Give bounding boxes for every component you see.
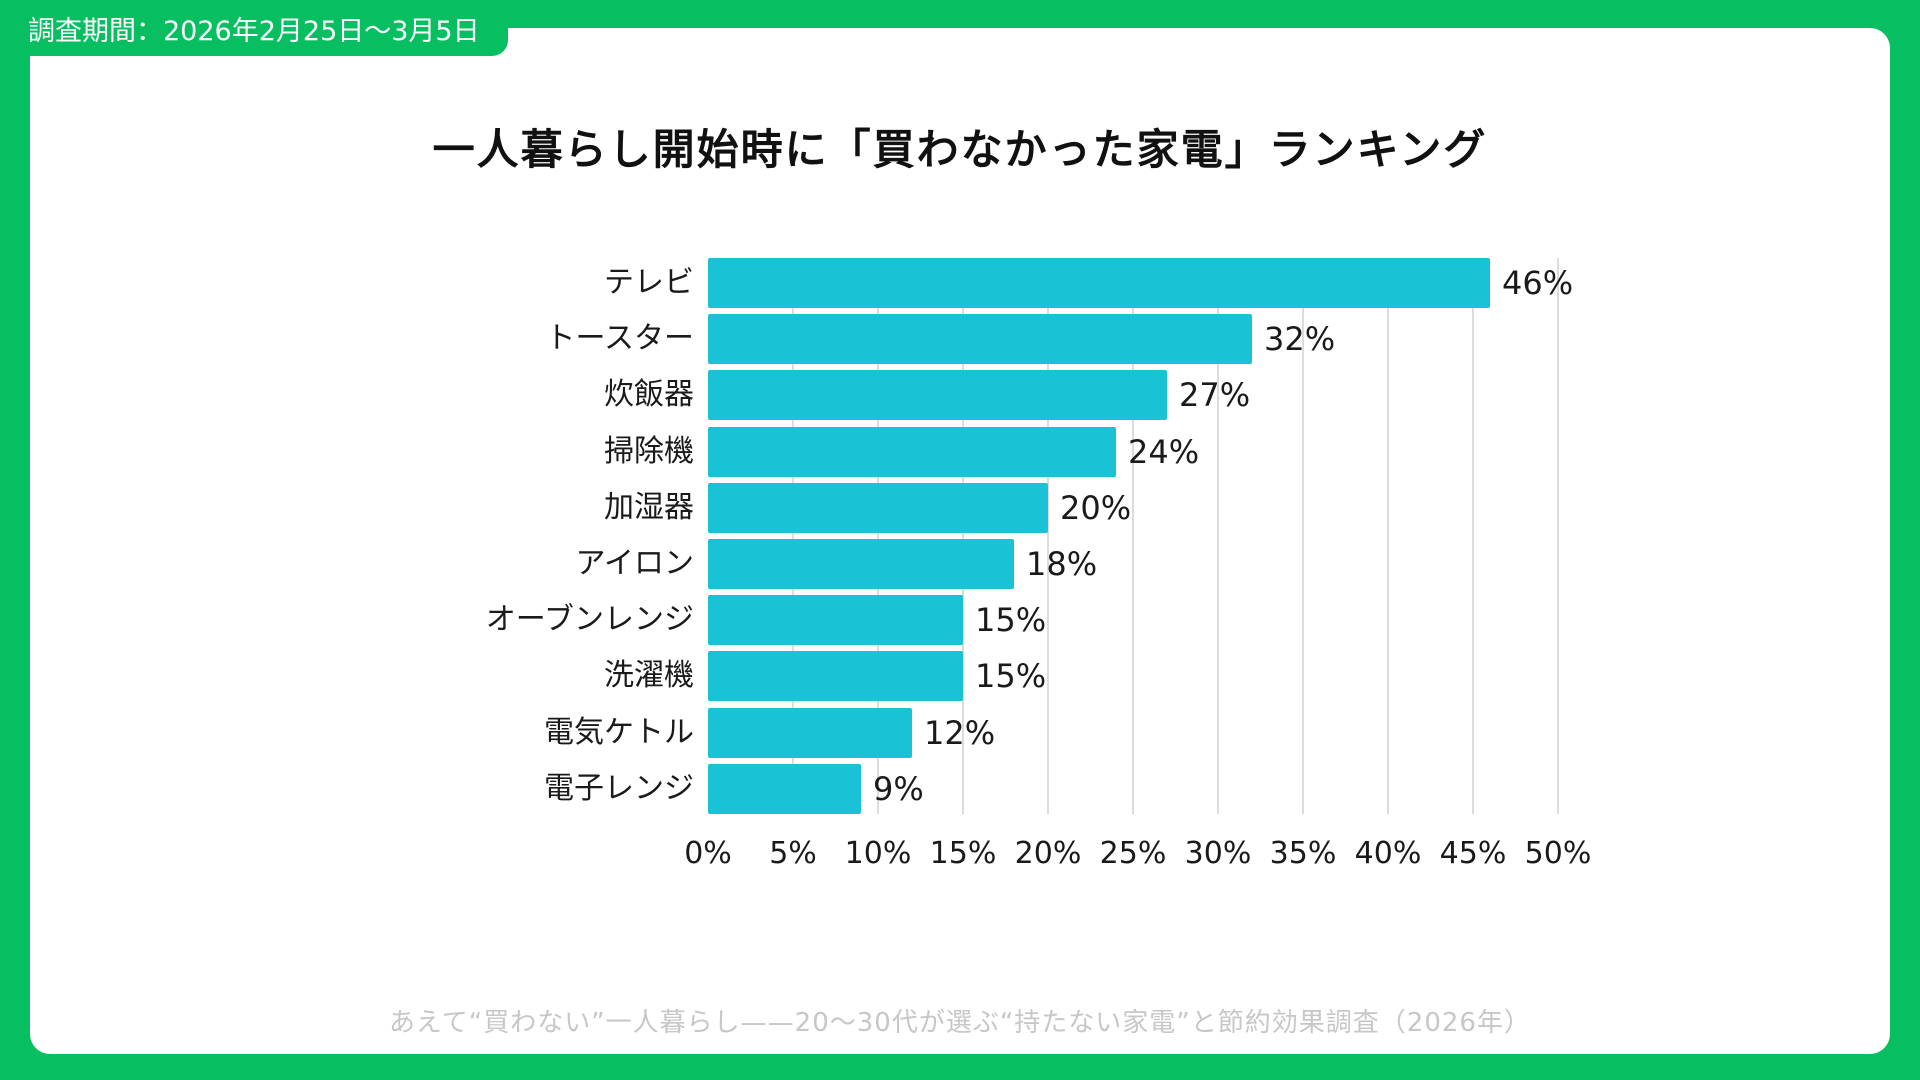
gridline [1217, 258, 1219, 814]
bar [708, 482, 1048, 533]
bar [708, 763, 861, 814]
gridline [1557, 258, 1559, 814]
x-tick-label: 40% [1354, 836, 1422, 871]
x-tick-label: 0% [684, 836, 732, 871]
gridline [877, 258, 879, 814]
bar [708, 707, 912, 758]
bar [708, 258, 1490, 308]
gridline [1047, 258, 1049, 814]
chart-row: 掃除機 24% [30, 426, 1558, 477]
x-tick-label: 50% [1524, 836, 1592, 871]
bar-track: 32% [708, 314, 1558, 365]
bar-track: 24% [708, 426, 1558, 477]
value-label: 15% [975, 601, 1047, 640]
gridlines [708, 258, 1559, 814]
bar [708, 651, 963, 702]
survey-period-badge: 調査期間：2026年2月25日〜3月5日 [0, 0, 508, 56]
source-caption: あえて“買わない”一人暮らし——20〜30代が選ぶ“持たない家電”と節約効果調査… [389, 1008, 1531, 1038]
value-label: 18% [1026, 544, 1098, 583]
category-label: オーブンレンジ [485, 602, 694, 638]
category-label: 掃除機 [604, 433, 694, 469]
category-label: 電気ケトル [544, 714, 694, 750]
gridline [1387, 258, 1389, 814]
chart-row: トースター 32% [30, 314, 1558, 365]
gridline [1472, 258, 1474, 814]
chart-row: テレビ 46% [30, 258, 1573, 308]
x-tick-label: 35% [1269, 836, 1337, 871]
bar [708, 314, 1252, 365]
chart-row: アイロン 18% [30, 538, 1558, 589]
value-label: 15% [975, 657, 1047, 696]
category-label: 電子レンジ [544, 770, 694, 806]
x-tick-label: 15% [929, 836, 997, 871]
bar [708, 538, 1014, 589]
chart-row: 電気ケトル 12% [30, 707, 1558, 758]
x-tick-label: 25% [1099, 836, 1167, 871]
bar-track: 20% [708, 482, 1558, 533]
category-label: テレビ [604, 265, 694, 300]
category-label: 加湿器 [604, 489, 694, 525]
bar-track: 15% [708, 651, 1558, 702]
gridline [1302, 258, 1304, 814]
value-label: 20% [1060, 488, 1132, 527]
bar-track: 46% [708, 258, 1573, 308]
bar-track: 15% [708, 595, 1558, 646]
bar-track: 9% [708, 763, 1558, 814]
chart-title: 一人暮らし開始時に「買わなかった家電」ランキング [432, 125, 1488, 174]
x-tick-label: 10% [844, 836, 912, 871]
bar [708, 595, 963, 646]
category-label: 洗濯機 [604, 658, 694, 694]
bar [708, 370, 1167, 421]
x-tick-label: 45% [1439, 836, 1507, 871]
category-label: アイロン [575, 545, 695, 581]
bar-track: 12% [708, 707, 1558, 758]
value-label: 24% [1128, 432, 1200, 471]
chart-row: 炊飯器 27% [30, 370, 1558, 421]
category-label: 炊飯器 [604, 377, 694, 413]
bar [708, 426, 1116, 477]
gridline [792, 258, 794, 814]
x-tick-label: 30% [1184, 836, 1252, 871]
category-label: トースター [545, 321, 695, 357]
value-label: 9% [873, 769, 924, 808]
chart-row: 洗濯機 15% [30, 651, 1558, 702]
gridline [962, 258, 964, 814]
gridline [1132, 258, 1134, 814]
value-label: 32% [1264, 320, 1336, 359]
chart-row: 加湿器 20% [30, 482, 1558, 533]
x-tick-label: 5% [769, 836, 817, 871]
x-axis: 0% 5% 10% 15% 20% 25% 30% 35% 40% 45% 50% [684, 836, 1591, 876]
value-label: 46% [1502, 264, 1574, 302]
x-tick-label: 20% [1014, 836, 1082, 871]
chart-row: オーブンレンジ 15% [30, 595, 1558, 646]
chart-card: 一人暮らし開始時に「買わなかった家電」ランキング テレビ 46% トースター 32% 炊… [30, 28, 1890, 1054]
survey-period-text: 調査期間：2026年2月25日〜3月5日 [28, 15, 480, 47]
chart-row: 電子レンジ 9% [30, 763, 1558, 814]
bar-track: 27% [708, 370, 1558, 421]
bar-track: 18% [708, 538, 1558, 589]
value-label: 27% [1179, 376, 1251, 415]
value-label: 12% [924, 713, 996, 752]
chart-rows: テレビ 46% トースター 32% 炊飯器 27% 掃除機 24% 加湿器 20% アイロン 18% オ… [30, 258, 1573, 814]
